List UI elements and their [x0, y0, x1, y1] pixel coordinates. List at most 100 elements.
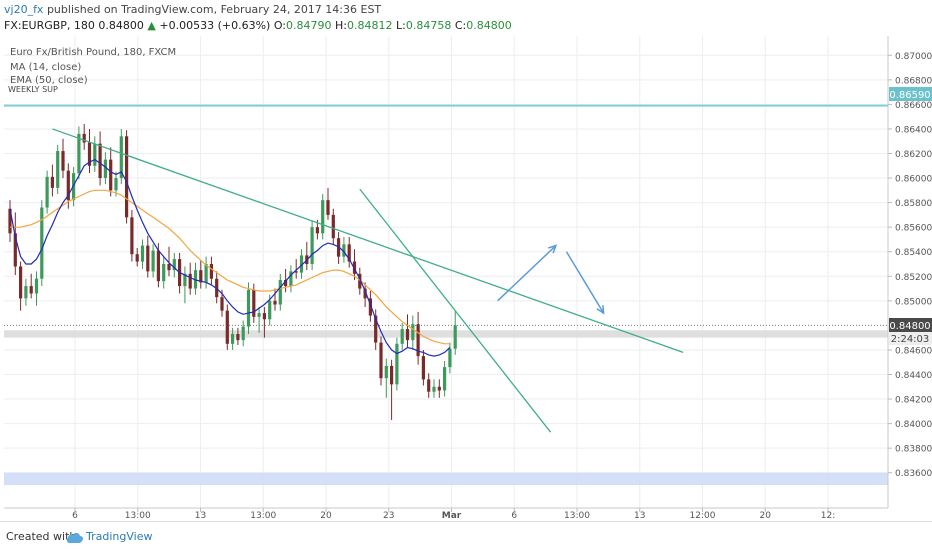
x-tick-label: 6: [511, 511, 517, 521]
candle-body: [241, 326, 245, 341]
candle-body: [188, 273, 192, 289]
candle-body: [172, 259, 176, 271]
candle-body: [114, 178, 118, 191]
legend-ema[interactable]: EMA (50, close): [10, 75, 88, 86]
candle-body: [103, 159, 107, 179]
x-tick-label: 12:00: [690, 511, 716, 521]
y-tick-label: 0.85400: [895, 248, 932, 258]
arrow-line[interactable]: [497, 245, 557, 302]
candle-body: [310, 227, 314, 264]
candle-body: [98, 143, 102, 179]
level-price-tag: [889, 87, 932, 101]
chart-header: vj20_fx published on TradingView.com, Fe…: [0, 0, 932, 36]
candle-body: [299, 255, 304, 273]
candle-body: [427, 379, 431, 392]
candle-body: [93, 143, 97, 166]
candle-body: [50, 176, 54, 188]
candle-body: [125, 136, 129, 218]
price-zones: [4, 330, 888, 485]
candle-body: [135, 254, 139, 262]
candle-body: [34, 278, 39, 294]
y-tick-label: 0.87000: [895, 52, 932, 62]
x-tick-label: 13:00: [125, 511, 151, 521]
x-tick-label: 13: [634, 511, 645, 521]
candle-body: [273, 300, 277, 305]
drawing-tools: [52, 128, 684, 433]
close-value: 0.84800: [466, 19, 512, 32]
price-chart[interactable]: 0.87000 0.86800 0.86600 0.86400 0.86200 0.860…: [0, 36, 932, 521]
candle-body: [294, 271, 298, 273]
candle-body: [66, 170, 70, 201]
x-tick-label: 20: [320, 511, 332, 521]
y-tick-label: 0.86200: [895, 150, 932, 160]
candle-body: [315, 227, 319, 234]
candle-body: [379, 342, 383, 379]
candle-body: [268, 300, 272, 320]
candle-body: [326, 200, 330, 215]
trend-line[interactable]: [359, 188, 552, 433]
plot-background: [4, 36, 888, 508]
countdown-text: 2:24:03: [891, 334, 930, 345]
candle-body: [405, 329, 410, 341]
candle-body: [19, 266, 23, 299]
price-zone: [4, 330, 888, 338]
candle-body: [257, 313, 261, 317]
candle-body: [183, 273, 187, 287]
current-price-text: 0.84800: [889, 321, 930, 332]
y-tick-label: 0.84200: [895, 396, 932, 406]
arrow-line[interactable]: [565, 251, 605, 314]
level-lines: [4, 104, 888, 326]
candle-body: [321, 200, 325, 234]
candle-body: [252, 289, 256, 317]
candle-body: [368, 298, 372, 316]
high-value: 0.84812: [346, 19, 393, 32]
candle-body: [374, 315, 378, 343]
open-value: 0.84790: [286, 19, 332, 32]
candle-body: [448, 348, 452, 368]
candle-body: [146, 245, 150, 272]
trend-line[interactable]: [52, 128, 684, 354]
tradingview-link[interactable]: TradingView: [86, 530, 153, 543]
candle-body: [342, 244, 346, 257]
candle-body: [278, 279, 282, 305]
candle-body: [162, 264, 166, 282]
arrow-head: [596, 305, 605, 315]
low-value: 0.84758: [405, 19, 452, 32]
x-tick-label: 13:00: [250, 511, 276, 521]
candle-body: [82, 133, 86, 143]
candle-body: [156, 250, 160, 282]
candle-body: [262, 313, 266, 320]
current-price-tag: [889, 318, 932, 332]
footer-bar: Created with TradingView: [0, 521, 932, 551]
x-tick-label: 13:00: [564, 511, 590, 521]
candle-body: [363, 288, 367, 299]
candle-body: [231, 333, 235, 344]
legend-ma[interactable]: MA (14, close): [10, 62, 82, 73]
y-tick-label: 0.85800: [895, 199, 932, 209]
candle-body: [284, 279, 288, 287]
y-tick-label: 0.84400: [895, 371, 932, 381]
x-tick-label: 12:: [821, 511, 835, 521]
y-tick-label: 0.85000: [895, 297, 932, 307]
x-axis[interactable]: 6 13:00 13 13:00 20 23 Mar 6 13:00 13 12:00 20 12:: [72, 508, 835, 521]
x-tick-label: 20: [760, 511, 772, 521]
candle-body: [13, 233, 17, 267]
x-tick-label: 6: [72, 511, 78, 521]
candle-body: [109, 159, 113, 191]
candle-body: [400, 329, 404, 344]
y-tick-label: 0.84000: [895, 420, 932, 430]
legend-title: Euro Fx/British Pound, 180, FXCM: [10, 47, 177, 58]
ema-50-line: [10, 189, 450, 345]
author-link[interactable]: vj20_fx: [4, 3, 44, 16]
open-label: O:: [273, 19, 286, 32]
level-label: WEEKLY SUP: [8, 85, 58, 94]
candle-body: [384, 365, 388, 379]
up-triangle-icon: ▲: [147, 19, 156, 32]
candle-body: [395, 343, 399, 385]
ma-14-line: [9, 158, 451, 357]
y-axis[interactable]: 0.87000 0.86800 0.86600 0.86400 0.86200 0.860…: [888, 52, 932, 479]
tradingview-cloud-icon: [66, 529, 84, 548]
candle-body: [209, 264, 213, 279]
candle-body: [411, 324, 415, 341]
candle-body: [390, 365, 394, 385]
